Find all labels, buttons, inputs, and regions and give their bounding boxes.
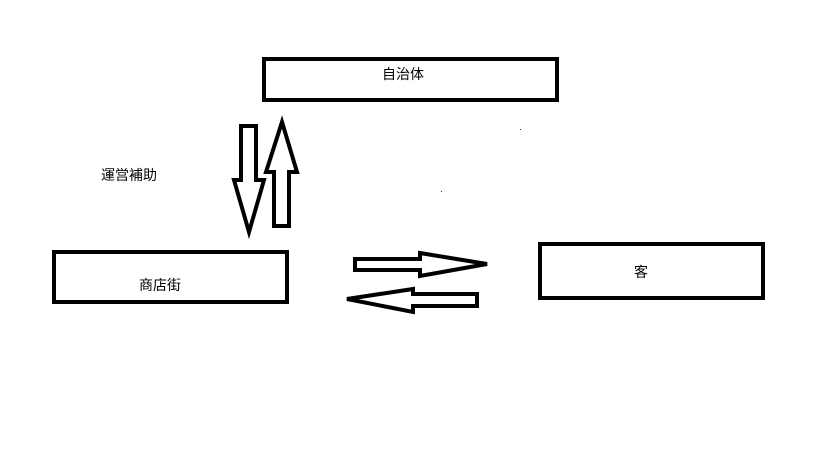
- node-shopping-street-label: 商店街: [139, 278, 181, 294]
- node-customer-label: 客: [634, 265, 648, 281]
- node-customer-box: [538, 242, 765, 300]
- arrow-left-customer-to-shopping-street: [346, 286, 479, 315]
- edge-label-operating-subsidy: 運営補助: [101, 168, 157, 184]
- node-government-label: 自治体: [382, 67, 424, 83]
- stray-dot: [520, 129, 521, 130]
- arrow-down-government-to-shopping-street: [231, 124, 267, 240]
- node-government-box: [262, 57, 559, 102]
- arrow-up-shopping-street-to-government: [263, 115, 300, 228]
- arrow-right-shopping-street-to-customer: [353, 250, 488, 279]
- stray-dot: [441, 191, 442, 192]
- node-shopping-street-box: [52, 250, 289, 304]
